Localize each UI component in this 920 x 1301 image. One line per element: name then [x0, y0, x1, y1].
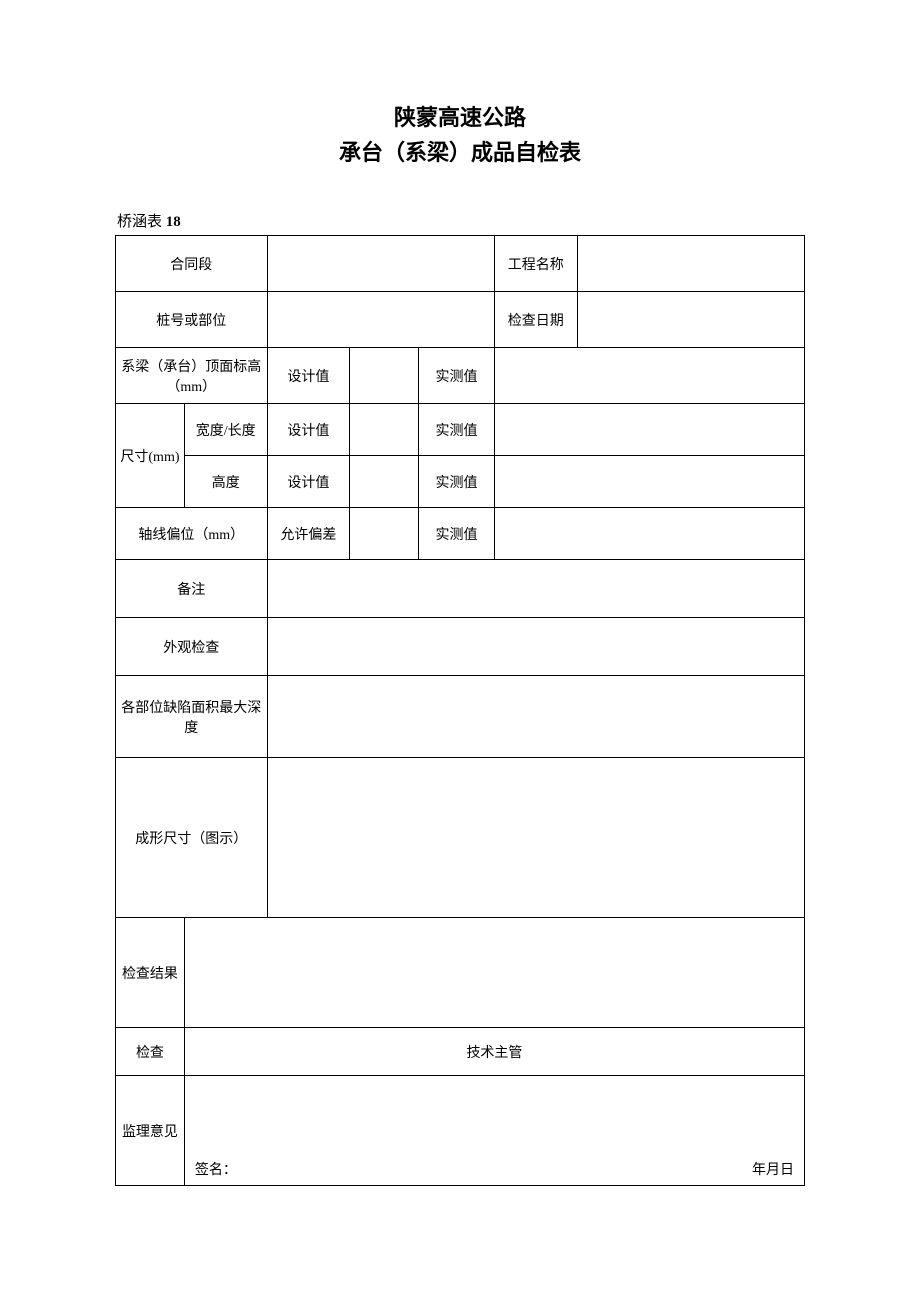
value-tech-supervisor: 技术主管 [184, 1028, 804, 1076]
label-measured-value-4: 实测值 [419, 508, 495, 560]
label-supervision-opinion: 监理意见 [116, 1076, 185, 1186]
row-axis-deviation: 轴线偏位（mm） 允许偏差 实测值 [116, 508, 805, 560]
value-height-design [350, 456, 419, 508]
title-line-2: 承台（系梁）成品自检表 [115, 135, 805, 170]
label-inspection-result: 检查结果 [116, 918, 185, 1028]
label-shape-diagram: 成形尺寸（图示） [116, 758, 268, 918]
row-station: 桩号或部位 检查日期 [116, 292, 805, 348]
value-axis-allowed [350, 508, 419, 560]
label-inspection-date: 检查日期 [494, 292, 577, 348]
inspection-table: 合同段 工程名称 桩号或部位 检查日期 系梁（承台）顶面标高（mm） 设计值 实… [115, 235, 805, 1186]
label-visual-inspection: 外观检查 [116, 618, 268, 676]
row-beam-elev: 系梁（承台）顶面标高（mm） 设计值 实测值 [116, 348, 805, 404]
row-visual-inspection: 外观检查 [116, 618, 805, 676]
value-inspection-result [184, 918, 804, 1028]
label-allowed-deviation: 允许偏差 [267, 508, 350, 560]
value-remark [267, 560, 804, 618]
label-design-value-1: 设计值 [267, 348, 350, 404]
value-defect-area-depth [267, 676, 804, 758]
value-station-or-part [267, 292, 494, 348]
signature-label: 签名： [195, 1163, 237, 1178]
title-line-1: 陕蒙高速公路 [115, 100, 805, 135]
value-width-length-design [350, 404, 419, 456]
row-shape-diagram: 成形尺寸（图示） [116, 758, 805, 918]
value-beam-elev-design [350, 348, 419, 404]
row-inspection-result: 检查结果 [116, 918, 805, 1028]
value-contract-section [267, 236, 494, 292]
value-height-measured [494, 456, 804, 508]
label-station-or-part: 桩号或部位 [116, 292, 268, 348]
label-measured-value-1: 实测值 [419, 348, 495, 404]
label-contract-section: 合同段 [116, 236, 268, 292]
label-dimension: 尺寸(mm) [116, 404, 185, 508]
row-contract: 合同段 工程名称 [116, 236, 805, 292]
row-defect: 各部位缺陷面积最大深度 [116, 676, 805, 758]
label-height: 高度 [184, 456, 267, 508]
date-ymd-label: 年月日 [752, 1159, 794, 1179]
label-design-value-3: 设计值 [267, 456, 350, 508]
value-axis-measured [494, 508, 804, 560]
value-inspection-date [577, 292, 804, 348]
document-title: 陕蒙高速公路 承台（系梁）成品自检表 [115, 100, 805, 170]
value-visual-inspection [267, 618, 804, 676]
row-height: 高度 设计值 实测值 [116, 456, 805, 508]
label-project-name: 工程名称 [494, 236, 577, 292]
table-label-number: 18 [166, 214, 181, 230]
label-remark: 备注 [116, 560, 268, 618]
value-beam-elev-measured [494, 348, 804, 404]
table-number-label: 桥涵表 18 [115, 210, 805, 231]
label-design-value-2: 设计值 [267, 404, 350, 456]
row-remark: 备注 [116, 560, 805, 618]
row-inspector: 检查 技术主管 [116, 1028, 805, 1076]
label-inspector: 检查 [116, 1028, 185, 1076]
value-project-name [577, 236, 804, 292]
table-label-prefix: 桥涵表 [117, 214, 166, 230]
label-defect-area-depth: 各部位缺陷面积最大深度 [116, 676, 268, 758]
row-width-length: 尺寸(mm) 宽度/长度 设计值 实测值 [116, 404, 805, 456]
value-shape-diagram [267, 758, 804, 918]
row-supervision-opinion: 监理意见 签名： 年月日 [116, 1076, 805, 1186]
label-measured-value-3: 实测值 [419, 456, 495, 508]
value-width-length-measured [494, 404, 804, 456]
label-axis-deviation: 轴线偏位（mm） [116, 508, 268, 560]
value-supervision-opinion: 签名： 年月日 [184, 1076, 804, 1186]
label-measured-value-2: 实测值 [419, 404, 495, 456]
label-width-length: 宽度/长度 [184, 404, 267, 456]
label-beam-top-elev: 系梁（承台）顶面标高（mm） [116, 348, 268, 404]
